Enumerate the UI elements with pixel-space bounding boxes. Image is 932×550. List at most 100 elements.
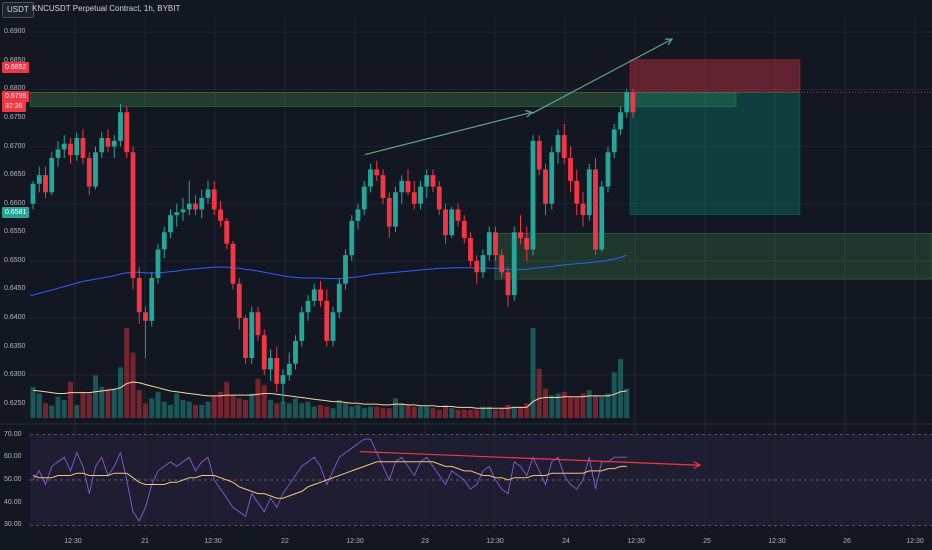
candle <box>118 103 123 147</box>
volume-bar <box>155 391 161 418</box>
volume-bar <box>86 393 92 418</box>
volume-bar <box>593 395 598 418</box>
candle <box>74 132 80 161</box>
candle-body <box>49 158 55 193</box>
candle <box>468 232 473 267</box>
candle-body <box>311 289 317 301</box>
volume-bar <box>455 409 461 418</box>
rsi-divergence-arrow-line <box>359 450 701 466</box>
grid-lines <box>30 18 932 530</box>
volume-bar <box>324 406 330 418</box>
volume-bar <box>555 393 561 418</box>
candle <box>536 135 542 176</box>
volume-bar <box>199 404 205 418</box>
candle <box>143 306 148 358</box>
candle-body <box>305 300 311 313</box>
volume-bar <box>136 390 142 418</box>
trend-arrow-right-head <box>664 38 674 46</box>
candle-body <box>543 169 548 204</box>
candle-body <box>205 189 211 198</box>
candle-body <box>611 129 617 153</box>
candle <box>55 140 61 167</box>
candle-body <box>386 198 392 227</box>
candle <box>499 249 505 278</box>
volume-bar <box>518 406 523 418</box>
take-profit-zone <box>629 91 801 215</box>
volume-bar <box>599 396 605 418</box>
volume-bar <box>543 388 548 418</box>
candle-body <box>524 238 530 250</box>
volume-bar <box>443 404 448 418</box>
volume-bar <box>511 406 517 418</box>
volume-bar <box>130 352 136 418</box>
candle <box>86 152 92 196</box>
time-axis-label: 23 <box>421 538 429 545</box>
candle <box>555 129 561 164</box>
candle-body <box>493 232 498 256</box>
volume-bar <box>468 409 473 418</box>
trend-arrow-left <box>364 109 534 156</box>
candle-body <box>436 186 442 210</box>
candle <box>549 146 555 210</box>
volume-bar <box>493 409 498 418</box>
candle <box>593 158 598 256</box>
price-axis-label: 0.6400 <box>4 314 26 321</box>
price-axis-label: 0.6650 <box>4 171 26 179</box>
candle-body <box>74 138 80 156</box>
trend-arrow-left-head <box>525 109 534 118</box>
candle <box>99 132 105 158</box>
volume-bar <box>293 398 298 418</box>
volume-bar <box>418 406 423 418</box>
candle-body <box>286 363 292 376</box>
candle <box>599 180 605 253</box>
candle <box>449 206 455 238</box>
volume-bar <box>168 404 173 418</box>
volume-bar <box>68 382 73 418</box>
volume-bar <box>368 406 373 418</box>
volume-bar <box>274 403 280 418</box>
current-price-tag: 0.6795 <box>2 91 30 102</box>
currency-badge[interactable]: USDT <box>2 2 34 18</box>
candle-body <box>605 152 611 187</box>
candle <box>480 249 486 278</box>
volume-bar <box>499 408 505 418</box>
time-axis-label: 25 <box>703 538 711 545</box>
volume-bar <box>605 393 611 418</box>
candle <box>424 169 430 198</box>
volume-bar <box>436 409 442 418</box>
volume-bar <box>99 386 105 418</box>
volume-bar <box>236 398 242 418</box>
candle <box>493 226 498 261</box>
time-axis-label: 21 <box>141 538 149 545</box>
time-axis-label: 22 <box>281 538 289 545</box>
volume-bar <box>393 398 398 418</box>
volume-bar <box>80 391 86 418</box>
candle-body <box>255 312 261 336</box>
candle-body <box>68 143 73 156</box>
candle <box>561 123 567 164</box>
candle <box>486 226 492 261</box>
candle <box>411 180 417 210</box>
price-axis-label: 0.6350 <box>4 342 26 350</box>
candle <box>180 198 186 221</box>
volume-bar <box>405 404 411 418</box>
candle <box>330 306 336 347</box>
volume-bar <box>105 388 111 418</box>
candle <box>393 186 398 233</box>
target-price-tag: 0.6852 <box>2 62 30 73</box>
candle <box>624 89 630 118</box>
time-axis-label: 26 <box>843 538 851 545</box>
volume-bar <box>349 406 355 418</box>
trend-arrow-right <box>531 38 674 114</box>
volume-bars <box>30 328 630 418</box>
rsi-divergence-arrow-head <box>693 461 702 469</box>
candles <box>30 89 636 404</box>
rsi-ma-line <box>32 461 627 499</box>
candle <box>311 283 317 307</box>
candle <box>43 166 48 198</box>
candle <box>255 306 261 341</box>
candle-body <box>511 232 517 296</box>
volume-bar <box>224 382 230 418</box>
candle <box>305 295 311 321</box>
